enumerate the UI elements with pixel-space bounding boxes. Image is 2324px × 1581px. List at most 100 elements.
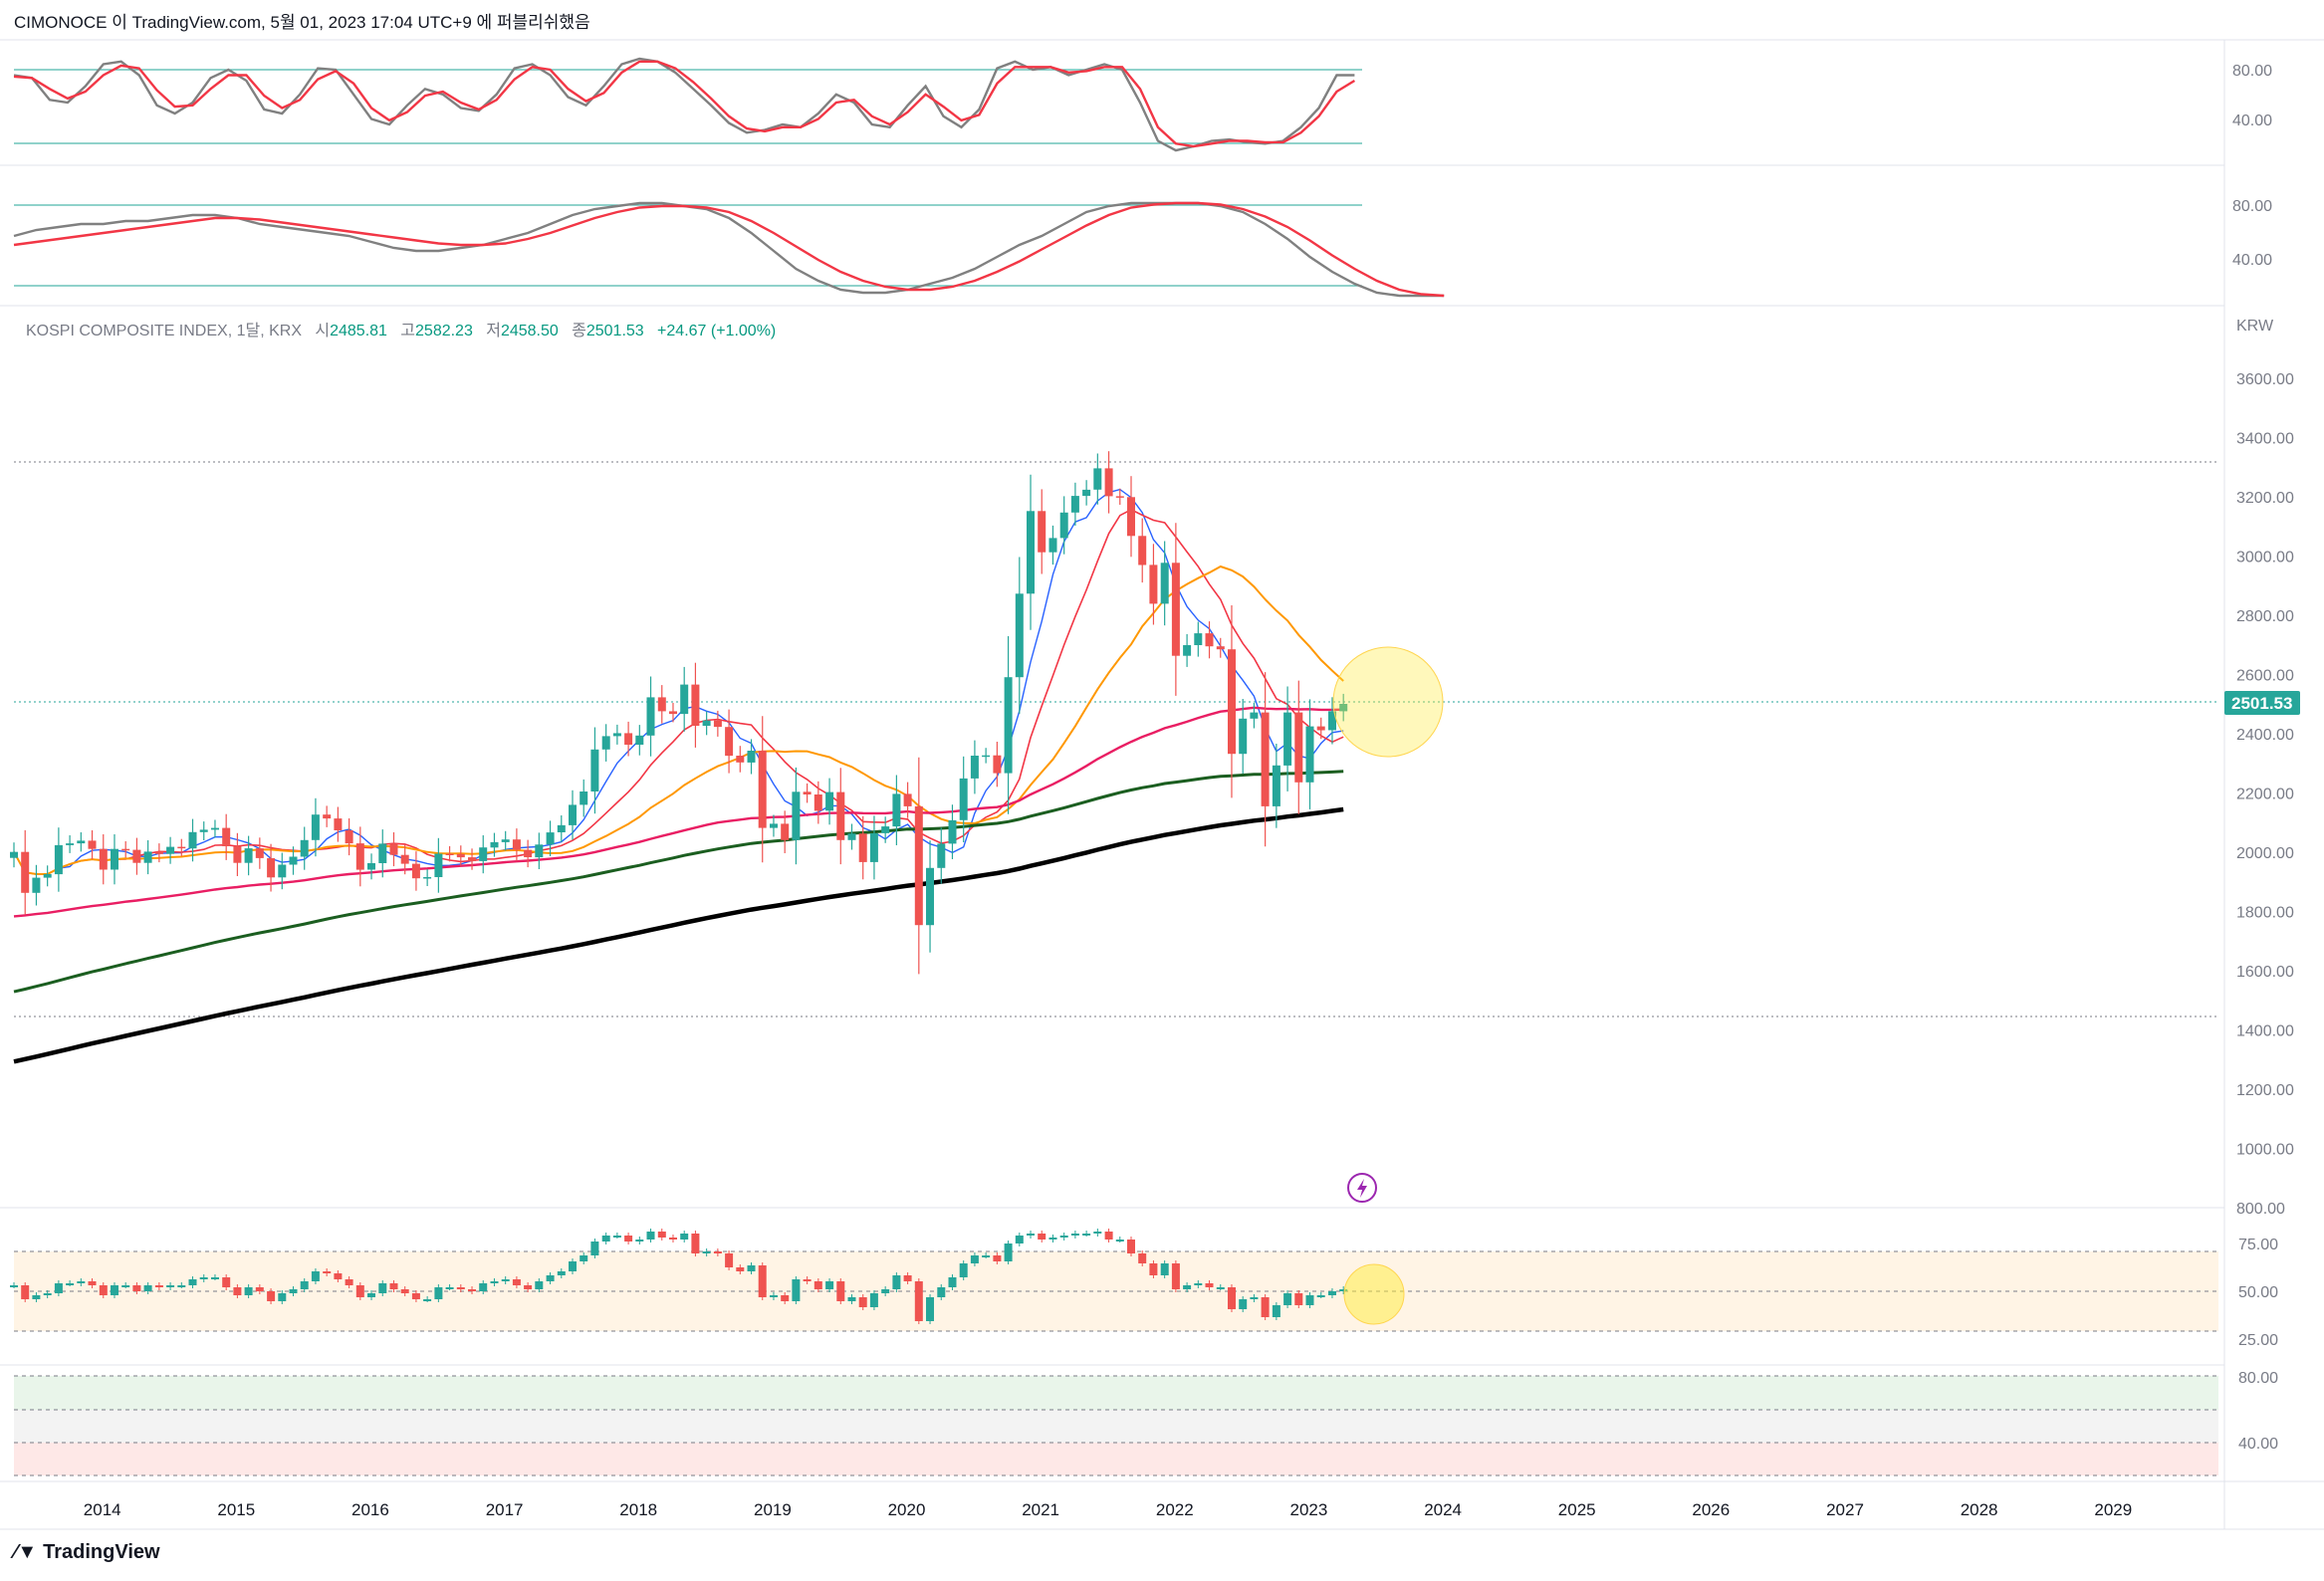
rsi-candle: [1171, 1263, 1180, 1289]
rsi-candle: [1115, 1240, 1124, 1242]
rsi-candle: [501, 1279, 510, 1281]
stoch-fast-d-line: [13, 60, 1356, 148]
time-tick: 2029: [2094, 1500, 2132, 1519]
band-tick: 40.00: [2238, 1436, 2278, 1453]
time-tick: 2028: [1961, 1500, 1998, 1519]
candle-body: [624, 733, 633, 745]
stochastic-fast-pane: 80.00 40.00: [13, 57, 2272, 152]
candle-body: [479, 847, 488, 861]
candle-body: [869, 833, 878, 862]
candle-body: [1082, 489, 1091, 497]
candle-body: [1272, 765, 1280, 806]
price-tick: 2400.00: [2236, 727, 2294, 744]
rsi-candle: [926, 1297, 934, 1321]
candle-body: [1294, 712, 1303, 783]
candle-body: [512, 839, 521, 850]
candle-body: [970, 756, 979, 779]
legend-close: 2501.53: [585, 323, 644, 339]
candle-body: [725, 727, 734, 757]
rsi-candle: [300, 1281, 309, 1289]
tradingview-logo-icon: ⁄▼: [14, 1541, 38, 1563]
rsi-candle: [535, 1281, 544, 1289]
candle-body: [557, 824, 566, 832]
rsi-candle: [479, 1283, 488, 1291]
candle-body: [612, 733, 621, 737]
candle-body: [99, 848, 108, 870]
rsi-candles: [10, 1229, 1348, 1324]
candle-body: [881, 826, 890, 833]
rsi-candle: [456, 1287, 465, 1289]
candle-body: [334, 818, 343, 830]
rsi-candle: [10, 1285, 18, 1287]
rsi-candle: [736, 1267, 745, 1271]
rsi-candle: [132, 1285, 141, 1291]
candle-body: [423, 877, 432, 879]
rsi-candle: [233, 1287, 242, 1295]
rsi-candle: [211, 1277, 219, 1279]
candle-body: [445, 853, 454, 855]
rsi-candle: [858, 1297, 867, 1307]
candle-body: [323, 814, 332, 819]
candle-body: [43, 874, 52, 878]
lightning-icon[interactable]: [1347, 1173, 1377, 1203]
candle-body: [378, 843, 387, 863]
candle-body: [758, 751, 767, 828]
time-tick: 2015: [217, 1500, 255, 1519]
rsi-candle: [278, 1293, 287, 1301]
rsi-candle: [1059, 1236, 1068, 1238]
candle-body: [747, 751, 756, 763]
rsi-candle: [1082, 1234, 1091, 1236]
rsi-candle: [423, 1299, 432, 1301]
candle-body: [825, 791, 834, 811]
rsi-candle: [1027, 1234, 1035, 1236]
candle-body: [847, 833, 856, 840]
band-pane: 80.00 40.00: [14, 1370, 2278, 1476]
candle-body: [982, 755, 991, 758]
rsi-candle: [111, 1285, 118, 1295]
tradingview-logo[interactable]: ⁄▼ TradingView: [14, 1541, 160, 1564]
legend-high: 2582.23: [415, 323, 473, 339]
price-pane: 3600.00 3400.00 3200.00 3000.00 2800.00 2600.…: [10, 318, 2300, 1218]
candle-body: [680, 684, 689, 715]
price-tick: 1000.00: [2236, 1142, 2294, 1159]
candle-body: [143, 851, 152, 863]
candle-body: [355, 843, 364, 870]
candle-body: [1261, 712, 1270, 806]
rsi-candle: [747, 1265, 756, 1271]
candle-body: [501, 839, 510, 842]
rsi-candle: [355, 1285, 364, 1297]
price-candles: [10, 451, 1348, 975]
candle-body: [132, 849, 141, 863]
rsi-candle: [512, 1279, 521, 1285]
rsi-candle: [1070, 1234, 1079, 1236]
band-lower-fill: [14, 1443, 2218, 1475]
candle-body: [803, 791, 812, 794]
rsi-candle: [1283, 1293, 1292, 1305]
rsi-candle: [434, 1287, 443, 1299]
candle-body: [1194, 633, 1203, 645]
time-tick: 2019: [754, 1500, 792, 1519]
candle-body: [1205, 633, 1214, 647]
price-tick: 1600.00: [2236, 964, 2294, 981]
time-tick: 2016: [351, 1500, 389, 1519]
time-tick: 2022: [1156, 1500, 1194, 1519]
rsi-candle: [154, 1285, 163, 1287]
candle-body: [400, 854, 409, 864]
rsi-candle: [1038, 1234, 1046, 1240]
candle-body: [1183, 645, 1192, 656]
legend-change: +24.67 (+1.00%): [657, 323, 777, 339]
rsi-candle: [569, 1261, 577, 1271]
rsi-candle: [1160, 1263, 1169, 1275]
moving-average-line: [13, 806, 1344, 1064]
stoch-slow-tick: 40.00: [2232, 252, 2272, 269]
moving-averages: [13, 488, 1344, 1064]
time-tick: 2023: [1290, 1500, 1328, 1519]
candle-body: [1048, 538, 1057, 553]
candle-body: [1239, 718, 1248, 755]
candle-body: [546, 832, 555, 845]
candle-body: [993, 755, 1002, 774]
candle-body: [1059, 512, 1068, 539]
candle-body: [255, 848, 264, 858]
price-axis: 3600.00 3400.00 3200.00 3000.00 2800.00 2600.…: [2236, 371, 2294, 1218]
